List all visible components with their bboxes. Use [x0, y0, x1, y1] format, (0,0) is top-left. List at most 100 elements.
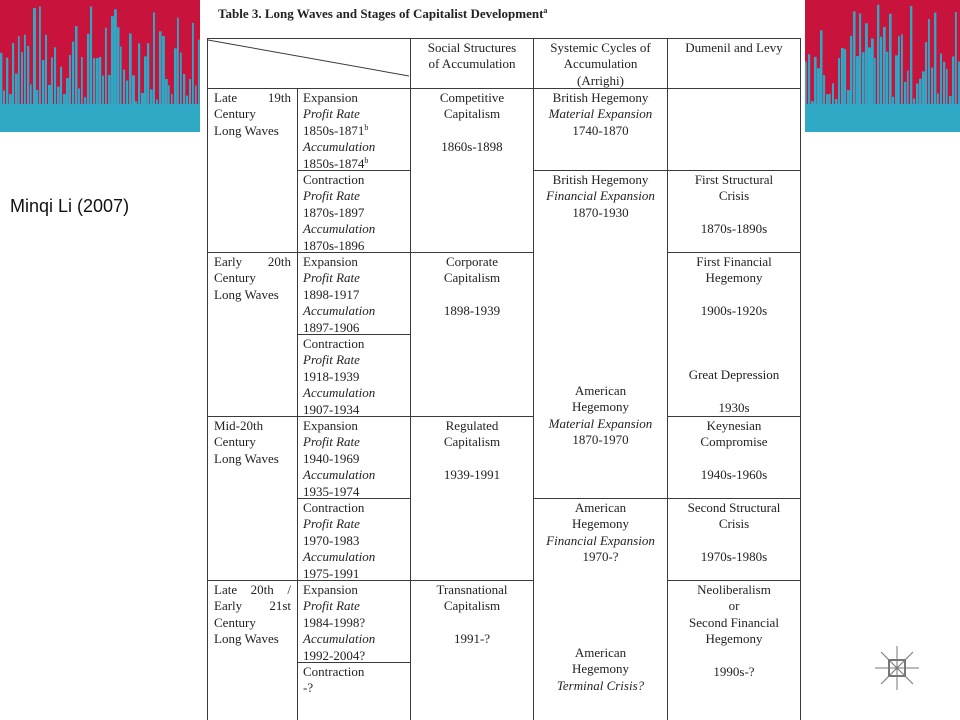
text-group: Dumenil and Levy — [668, 40, 800, 56]
table-cell: British Hegemony Material Expansion 1740-1… — [533, 88, 668, 171]
text-group: British Hegemony Financial Expansion 1870-… — [534, 172, 667, 221]
table-cell: British Hegemony Financial Expansion 1870-… — [533, 170, 668, 499]
image-bar — [931, 67, 934, 132]
cell-line: Accumulation — [298, 221, 410, 237]
cell-line: First Financial — [696, 254, 772, 269]
cell-line: or — [728, 598, 740, 614]
cell-line: Capitalism — [443, 270, 501, 286]
cell-line: Accumulation — [298, 303, 410, 319]
line-text: Profit Rate — [303, 188, 360, 204]
cell-line: British Hegemony — [552, 172, 649, 187]
text-group: 1900s-1920s — [668, 303, 800, 319]
text-group: Expansion Profit Rate 1898-1917 Accumulatio… — [298, 254, 410, 336]
text-group: 1939-1991 — [411, 467, 533, 483]
text-group: Great Depression — [668, 367, 800, 383]
image-bar — [898, 36, 900, 132]
table-cell: Social Structures of Accumulation — [410, 38, 534, 89]
table-cell: First Structural Crisis 1870s-1890s — [667, 170, 801, 253]
cell-line: Mid-20th — [214, 418, 264, 433]
image-bar — [853, 11, 856, 133]
text-group: Expansion Profit Rate 1940-1969 Accumulatio… — [298, 418, 410, 500]
cell-line: Accumulation — [298, 385, 410, 401]
cell-line: Second Financial — [689, 614, 779, 630]
line-text: Terminal Crisis? — [556, 677, 645, 693]
cell-line: 1850s-1874b — [298, 156, 410, 172]
image-bar — [192, 22, 194, 133]
image-bar — [952, 56, 955, 132]
table-cell: Contraction Profit Rate 1918-1939 Accumulat… — [297, 334, 411, 417]
cell-line: Early 21st — [214, 598, 291, 614]
image-bar — [87, 33, 90, 132]
image-bar — [39, 6, 41, 132]
image-bar — [955, 11, 957, 132]
text-group: Early 20th Century Long Waves — [208, 254, 297, 303]
image-bar — [886, 51, 889, 132]
text-group: Neoliberalism or Second Financial Hegemony — [668, 582, 800, 648]
image-bar — [183, 74, 186, 132]
table-cell: Expansion Profit Rate 1898-1917 Accumulatio… — [297, 252, 411, 335]
cell-line: Crisis — [718, 516, 750, 532]
cell-line: Hegemony — [571, 516, 630, 532]
cell-line: 1870-1970 — [572, 432, 629, 448]
cell-line: Accumulation — [298, 549, 410, 565]
image-bar — [865, 23, 868, 133]
image-bar — [15, 73, 18, 132]
image-bar — [844, 49, 847, 132]
text-group: Corporate Capitalism — [411, 254, 533, 287]
cell-line: Profit Rate — [298, 598, 410, 614]
text-group: Contraction Profit Rate 1970-1983 Accumulat… — [298, 500, 410, 582]
cell-line: Keynesian — [706, 418, 762, 433]
image-bar — [102, 75, 104, 132]
cell-line: Capitalism — [443, 434, 501, 450]
table-title: Table 3. Long Waves and Stages of Capita… — [218, 6, 547, 22]
cell-line: (Arrighi) — [577, 72, 624, 88]
text-group: 1970s-1980s — [668, 549, 800, 565]
cell-line: 1900s-1920s — [700, 303, 768, 319]
text-group: Second Structural Crisis — [668, 500, 800, 533]
image-bar — [18, 36, 20, 132]
line-text: Financial Expansion — [546, 532, 655, 548]
cell-line: 1970-1983 — [303, 532, 360, 548]
image-bar — [841, 48, 844, 132]
line-text: Profit Rate — [303, 270, 360, 286]
cell-line: Contraction — [303, 172, 365, 187]
text-group: American Hegemony Financial Expansion 1970-… — [534, 500, 667, 566]
logo-icon — [875, 646, 919, 690]
text-group: Competitive Capitalism — [411, 90, 533, 123]
table-cell: Contraction Profit Rate 1870s-1897 Accumula… — [297, 170, 411, 253]
line-text: Material Expansion — [548, 415, 653, 431]
cell-line: Corporate — [446, 254, 498, 269]
cell-line: Profit Rate — [298, 352, 410, 368]
image-bar — [45, 34, 47, 132]
text-group: Late 20th / Early 21st Century Long Waves — [208, 582, 297, 648]
cell-line: 1970-? — [582, 549, 619, 565]
cell-line: Financial Expansion — [534, 533, 667, 549]
image-bar — [33, 8, 36, 132]
image-bar — [93, 58, 96, 132]
footnote-mark: b — [364, 122, 369, 132]
table-cell: Keynesian Compromise 1940s-1960s — [667, 416, 801, 499]
image-bar — [934, 12, 937, 133]
cell-line: 1970s-1980s — [700, 549, 768, 565]
cell-line: Accumulation — [298, 631, 410, 647]
cell-line: Neoliberalism — [697, 582, 771, 597]
cell-line: 1939-1991 — [443, 467, 501, 483]
table-cell: Late 19th Century Long Waves — [207, 88, 298, 253]
line-text: Material Expansion — [548, 106, 653, 122]
line-text: Accumulation — [303, 631, 376, 647]
text-group: American Hegemony Terminal Crisis? — [534, 645, 667, 694]
image-bar — [12, 43, 15, 133]
image-bar — [862, 52, 865, 132]
cell-line: 1870s-1890s — [700, 221, 768, 237]
cell-line: Profit Rate — [298, 188, 410, 204]
line-text: Accumulation — [303, 221, 376, 237]
image-bar — [72, 41, 75, 132]
image-bar — [850, 35, 853, 132]
image-bar — [856, 56, 859, 132]
table-cell: First Financial Hegemony 1900s-1920s Great … — [667, 252, 801, 417]
cell-line: Second Structural — [687, 500, 781, 515]
image-bar — [54, 47, 57, 133]
image-bar — [838, 58, 841, 132]
image-bar — [27, 45, 30, 132]
cell-line: Profit Rate — [298, 516, 410, 532]
